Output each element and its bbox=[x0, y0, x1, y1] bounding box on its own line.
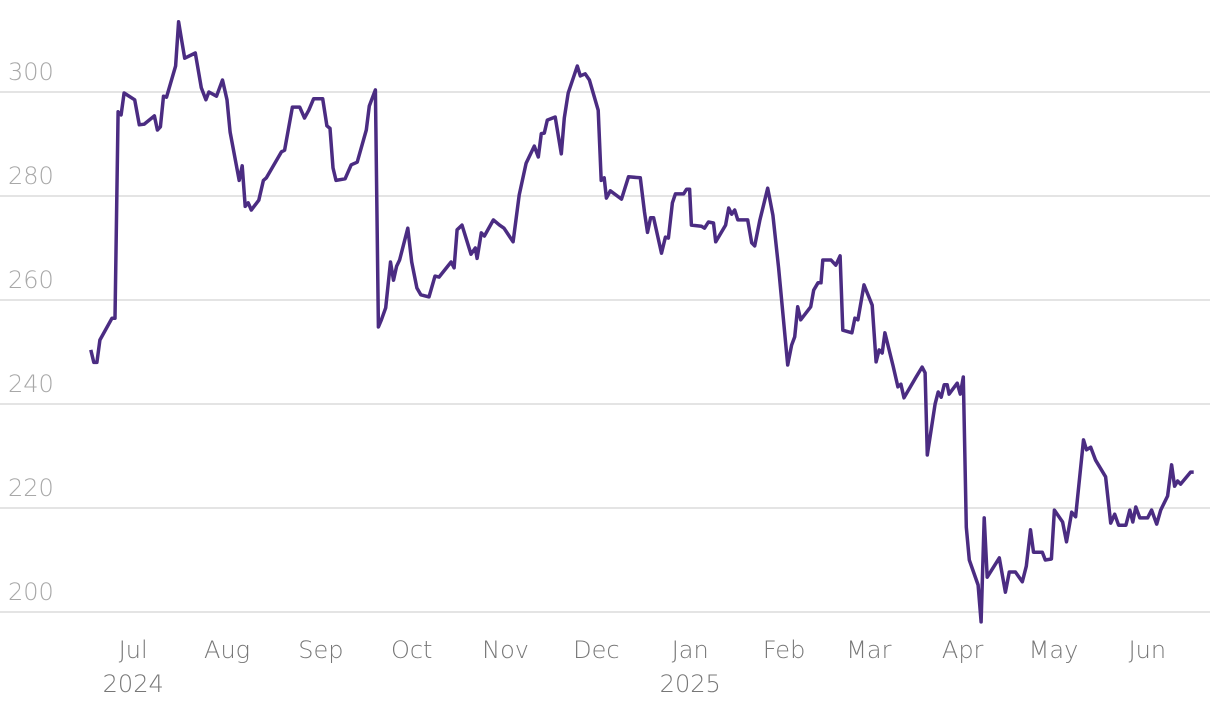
y-tick-label: 260 bbox=[8, 266, 54, 294]
x-tick-label: May bbox=[1029, 636, 1079, 664]
x-tick-label: Dec bbox=[573, 636, 619, 664]
x-year-label: 2024 bbox=[103, 670, 164, 698]
y-tick-label: 300 bbox=[8, 58, 54, 86]
y-tick-label: 240 bbox=[8, 370, 54, 398]
x-tick-label: Jul bbox=[119, 636, 148, 664]
x-tick-label: Jun bbox=[1129, 636, 1167, 664]
x-tick-label: Feb bbox=[763, 636, 806, 664]
y-tick-label: 200 bbox=[8, 578, 54, 606]
x-tick-label: Apr bbox=[942, 636, 984, 664]
x-tick-label: Mar bbox=[846, 636, 891, 664]
y-tick-label: 280 bbox=[8, 162, 54, 190]
y-tick-label: 220 bbox=[8, 474, 54, 502]
x-tick-label: Jan bbox=[672, 636, 709, 664]
price-line bbox=[89, 20, 1194, 624]
x-year-label: 2025 bbox=[660, 670, 721, 698]
x-tick-label: Aug bbox=[204, 636, 250, 664]
x-tick-label: Sep bbox=[298, 636, 343, 664]
x-tick-label: Nov bbox=[482, 636, 529, 664]
x-tick-label: Oct bbox=[391, 636, 433, 664]
